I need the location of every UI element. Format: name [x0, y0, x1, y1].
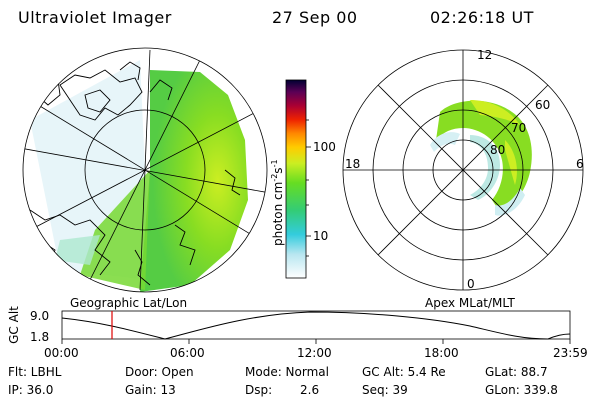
- info-gc-alt: GC Alt: 5.4 Re: [362, 365, 446, 379]
- polar-grid: [343, 50, 583, 290]
- timeline-tick-0600: 06:00: [170, 346, 205, 360]
- info-seq: Seq: 39: [362, 383, 408, 397]
- colorbar-tick-10: 10: [313, 229, 329, 243]
- mlat-label-80: 80: [490, 143, 506, 157]
- colorbar-tick-100: 100: [313, 140, 336, 154]
- color-scale-bar: [285, 79, 307, 279]
- color-scale-ticks: [306, 119, 311, 257]
- info-door: Door: Open: [125, 365, 194, 379]
- mlat-label-60: 60: [535, 98, 551, 112]
- geographic-map: [23, 49, 267, 292]
- info-gain: Gain: 13: [125, 383, 176, 397]
- info-glon: GLon: 339.8: [485, 383, 558, 397]
- timeline-tick-2359: 23:59: [553, 346, 588, 360]
- mlt-label-0: 0: [467, 277, 475, 291]
- colorbar-unit-label: photon cm-2s-1: [270, 159, 285, 246]
- left-map-caption: Geographic Lat/Lon: [70, 296, 188, 310]
- timeline-ylabel: GC Alt: [7, 306, 21, 344]
- info-dsp-label: Dsp:: [245, 383, 273, 397]
- left-map-border: [22, 47, 268, 293]
- mlt-label-12: 12: [477, 48, 493, 62]
- header-date: 27 Sep 00: [272, 8, 358, 27]
- timeline-tick-1800: 18:00: [424, 346, 459, 360]
- lat-lon-grid: [23, 49, 267, 291]
- altitude-curve: [61, 311, 571, 340]
- right-map-caption: Apex MLat/MLT: [425, 296, 515, 310]
- timeline-y-high: 9.0: [30, 309, 50, 323]
- info-filter: Flt: LBHL: [8, 365, 62, 379]
- header-time: 02:26:18 UT: [430, 8, 534, 27]
- instrument-title: Ultraviolet Imager: [18, 8, 172, 27]
- apex-polar-map: [342, 49, 584, 291]
- timeline-tick-0000: 00:00: [44, 346, 79, 360]
- info-ip: IP: 36.0: [8, 383, 54, 397]
- timeline-ticks: [61, 339, 571, 344]
- info-mode: Mode: Normal: [245, 365, 329, 379]
- mlt-label-18: 18: [345, 157, 361, 171]
- timeline-tick-1200: 12:00: [297, 346, 332, 360]
- timeline-y-low: 1.8: [30, 330, 50, 344]
- mlt-label-6: 6: [576, 157, 584, 171]
- info-glat: GLat: 88.7: [485, 365, 548, 379]
- altitude-timeline-frame: [61, 310, 571, 340]
- info-dsp-value: 2.6: [300, 383, 320, 397]
- mlat-label-70: 70: [511, 121, 527, 135]
